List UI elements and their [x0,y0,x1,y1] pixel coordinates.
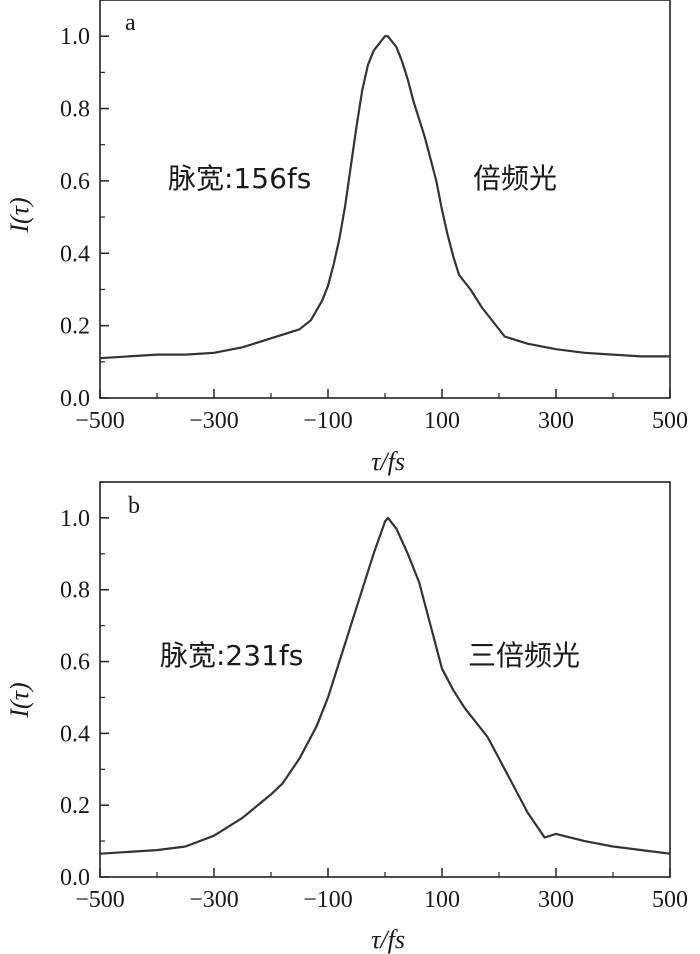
x-axis-title: τ/fs [371,925,405,954]
x-tick-label: 100 [424,887,460,913]
chart-panel-a: 0.00.20.40.60.81.0−500 −300 −100 100 300 500 … [5,0,688,476]
harmonic-annotation: 三倍频光 [468,639,580,672]
y-tick-label: 0.4 [60,241,90,267]
panel-label: b [128,493,140,519]
y-tick-label: 0.8 [60,578,90,604]
y-axis-title: I(τ) [5,682,34,718]
y-tick-label: 1.0 [60,506,90,532]
intensity-curve [99,35,670,360]
y-tick-label: 0.0 [60,386,90,412]
plot-frame [99,0,671,399]
y-tick-label: 0.6 [60,169,90,195]
intensity-curve [99,516,671,855]
x-tick-label: −500 [75,887,125,913]
panel-label: a [125,10,136,36]
x-tick-label: −100 [303,887,353,913]
y-tick-label: 0.2 [60,314,90,340]
x-tick-label: 300 [538,408,574,434]
y-tick-label: 0.6 [60,650,90,676]
y-tick-label: 0.8 [60,97,90,123]
x-tick-label: 300 [538,887,574,913]
y-tick-label: 0.2 [60,793,90,819]
pulse-width-annotation: 脉宽:231fs [160,639,303,672]
x-tick-label: −500 [75,408,125,434]
y-tick-label: 0.4 [60,721,90,747]
y-axis-title: I(τ) [5,197,34,233]
plot-frame [99,481,671,878]
x-tick-label: 100 [424,408,460,434]
chart-panel-b: 0.00.20.40.60.81.0−500 −300 −100 100 300 500 … [5,481,688,954]
x-tick-label: −300 [189,887,239,913]
x-tick-label: 500 [652,408,688,434]
harmonic-annotation: 倍频光 [473,162,557,195]
y-tick-label: 0.0 [60,865,90,891]
x-tick-label: −100 [303,408,353,434]
x-axis-title: τ/fs [371,447,405,476]
y-tick-label: 1.0 [60,24,90,50]
pulse-width-annotation: 脉宽:156fs [168,162,311,195]
x-tick-label: 500 [652,887,688,913]
x-tick-label: −300 [189,408,239,434]
